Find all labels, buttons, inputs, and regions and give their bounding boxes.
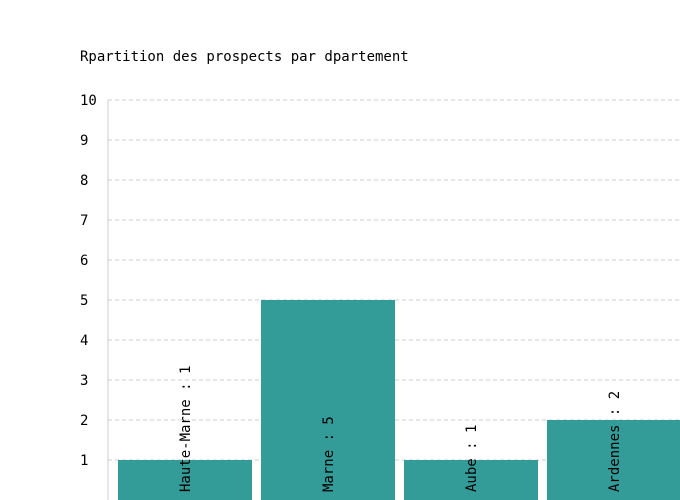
y-tick-label: 7: [80, 213, 88, 229]
bar-data-label: Ardennes : 2: [607, 391, 623, 492]
bar-data-label: Haute-Marne : 1: [178, 366, 194, 492]
y-axis-ticks: 1 2 3 4 5 6 7 8 9 10: [80, 93, 97, 469]
y-tick-label: 3: [80, 373, 88, 389]
bar-aube: [404, 460, 538, 500]
bar-haute-marne: [118, 460, 252, 500]
bar-marne: [261, 300, 395, 500]
y-tick-label: 2: [80, 413, 88, 429]
bar-ardennes: [547, 420, 680, 500]
bar-data-label: Aube : 1: [464, 425, 480, 492]
y-tick-label: 10: [80, 93, 97, 109]
y-tick-label: 1: [80, 453, 88, 469]
bar-labels: Haute-Marne : 1 Marne : 5 Aube : 1 Ardennes…: [178, 366, 623, 492]
chart-title: Rpartition des prospects par dpartement: [80, 49, 409, 65]
y-tick-label: 9: [80, 133, 88, 149]
y-tick-label: 6: [80, 253, 88, 269]
bars: [118, 300, 680, 500]
y-tick-label: 4: [80, 333, 88, 349]
bar-data-label: Marne : 5: [321, 416, 337, 492]
y-tick-label: 8: [80, 173, 88, 189]
y-tick-label: 5: [80, 293, 88, 309]
